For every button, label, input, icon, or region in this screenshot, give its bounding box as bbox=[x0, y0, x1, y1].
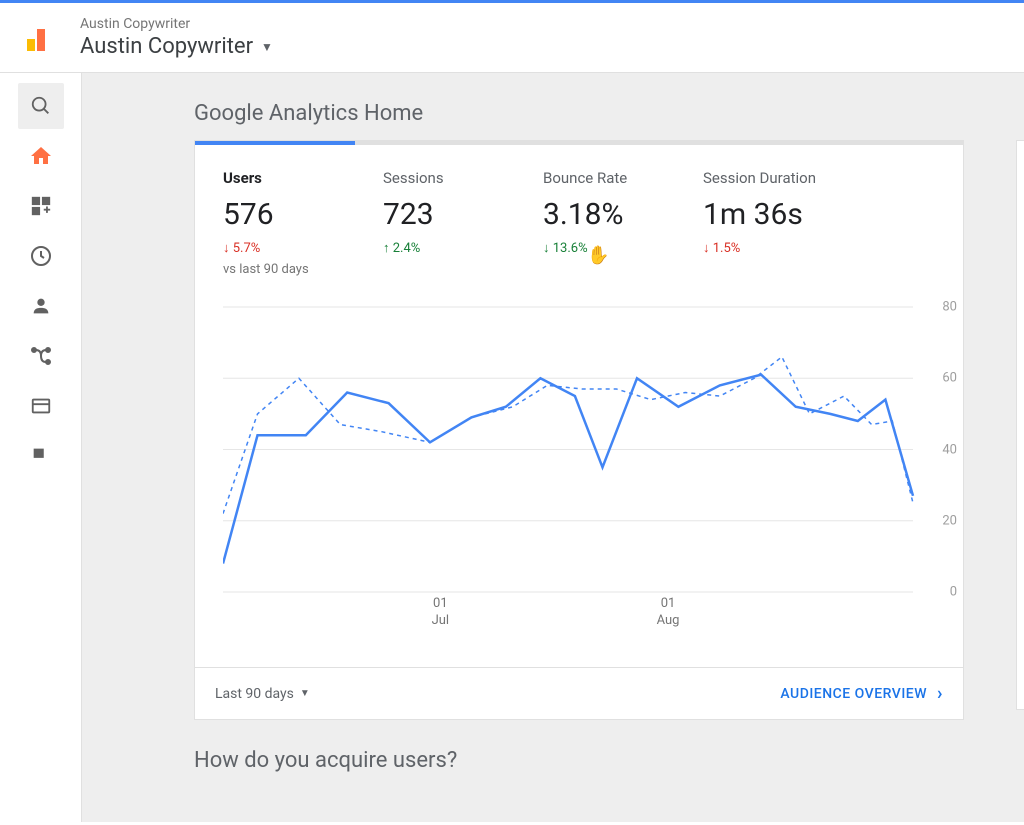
x-tick-label: 01Jul bbox=[420, 596, 460, 630]
conversions-icon[interactable] bbox=[18, 433, 64, 479]
line-chart bbox=[223, 297, 963, 642]
metric-value: 723 bbox=[383, 197, 543, 232]
next-card-edge bbox=[1016, 140, 1024, 710]
home-icon[interactable] bbox=[18, 133, 64, 179]
y-tick-label: 80 bbox=[942, 300, 957, 315]
overview-link-text: AUDIENCE OVERVIEW bbox=[780, 686, 927, 702]
range-label: Last 90 days bbox=[215, 686, 294, 702]
realtime-icon[interactable] bbox=[18, 233, 64, 279]
y-tick-label: 40 bbox=[942, 442, 957, 457]
date-range-selector[interactable]: Last 90 days ▼ bbox=[215, 686, 310, 702]
metric-change: ↓ 13.6% bbox=[543, 240, 703, 256]
caret-down-icon: ▼ bbox=[261, 40, 273, 54]
card-footer: Last 90 days ▼ AUDIENCE OVERVIEW › bbox=[195, 667, 963, 719]
acquire-users-heading: How do you acquire users? bbox=[194, 748, 1008, 773]
metric-value: 576 bbox=[223, 197, 383, 232]
view-selector[interactable]: Austin Copywriter ▼ bbox=[80, 34, 273, 59]
metric-label: Sessions bbox=[383, 169, 543, 187]
metrics-row: Users 576 ↓ 5.7% vs last 90 days Sessions 723… bbox=[195, 145, 963, 287]
metric-label: Session Duration bbox=[703, 169, 863, 187]
dropdown-caret-icon: ▼ bbox=[300, 688, 310, 699]
metric-change: ↑ 2.4% bbox=[383, 240, 543, 256]
app-header: Austin Copywriter Austin Copywriter ▼ bbox=[0, 3, 1024, 73]
y-tick-label: 20 bbox=[942, 513, 957, 528]
y-tick-label: 0 bbox=[950, 585, 957, 600]
audience-overview-link[interactable]: AUDIENCE OVERVIEW › bbox=[780, 683, 943, 704]
metric-label: Users bbox=[223, 169, 383, 187]
audience-icon[interactable] bbox=[18, 283, 64, 329]
metric-change: ↓ 5.7% bbox=[223, 240, 383, 256]
metric-session-duration[interactable]: Session Duration 1m 36s ↓ 1.5% bbox=[703, 169, 863, 277]
summary-card: Users 576 ↓ 5.7% vs last 90 days Sessions 723… bbox=[194, 140, 964, 720]
sidebar-nav bbox=[0, 73, 82, 822]
content-area: Google Analytics Home Users 576 ↓ 5.7% vs l… bbox=[82, 73, 1024, 822]
metric-users[interactable]: Users 576 ↓ 5.7% vs last 90 days bbox=[223, 169, 383, 277]
metric-value: 1m 36s bbox=[703, 197, 863, 232]
hand-cursor-icon: ✋ bbox=[587, 245, 609, 266]
search-icon[interactable] bbox=[18, 83, 64, 129]
page-title: Google Analytics Home bbox=[194, 101, 1008, 126]
metric-bounce-rate[interactable]: Bounce Rate 3.18% ↓ 13.6% bbox=[543, 169, 703, 277]
y-tick-label: 60 bbox=[942, 371, 957, 386]
metric-note: vs last 90 days bbox=[223, 262, 383, 277]
customization-icon[interactable] bbox=[18, 183, 64, 229]
metric-change: ↓ 1.5% bbox=[703, 240, 863, 256]
chart-area: 020406080 01Jul01Aug ✋ bbox=[195, 287, 963, 667]
property-name: Austin Copywriter bbox=[80, 16, 273, 32]
acquisition-icon[interactable] bbox=[18, 333, 64, 379]
metric-label: Bounce Rate bbox=[543, 169, 703, 187]
chevron-right-icon: › bbox=[937, 683, 943, 704]
behavior-icon[interactable] bbox=[18, 383, 64, 429]
ga-logo bbox=[18, 18, 58, 58]
metric-value: 3.18% bbox=[543, 197, 703, 232]
view-name-text: Austin Copywriter bbox=[80, 34, 253, 59]
x-tick-label: 01Aug bbox=[648, 596, 688, 630]
metric-sessions[interactable]: Sessions 723 ↑ 2.4% bbox=[383, 169, 543, 277]
